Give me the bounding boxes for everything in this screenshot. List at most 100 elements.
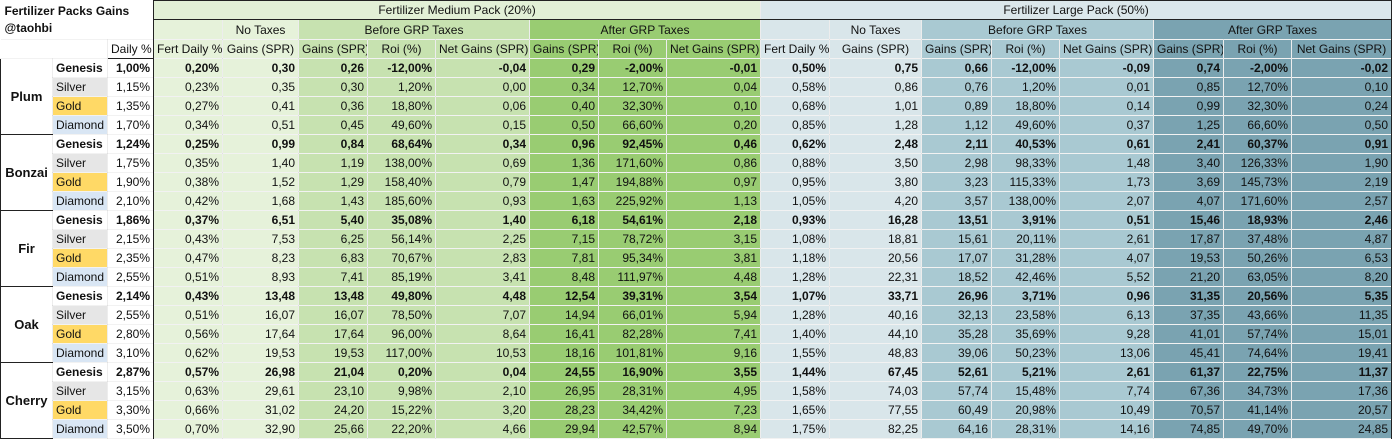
medium-cell: 7,81 [529, 248, 600, 268]
large-cell: 23,58% [991, 305, 1061, 325]
medium-cell: 29,94 [529, 419, 600, 439]
large-cell: 42,46% [991, 267, 1061, 287]
medium-cell: 0,51% [153, 305, 224, 325]
large-fert-daily-spacer [760, 19, 831, 40]
medium-cell: 185,60% [367, 191, 437, 211]
large-cell: 45,41 [1153, 343, 1225, 363]
large-cell: 1,28 [829, 115, 923, 135]
tier-label: Diamond [52, 343, 108, 363]
large-cell: 20,98% [991, 400, 1061, 420]
large-cell: 1,40% [760, 324, 831, 344]
tier-label: Genesis [52, 58, 108, 78]
medium-cell: 1,40 [222, 153, 300, 173]
medium-cell: 158,40% [367, 172, 437, 192]
large-cell: 11,35 [1291, 305, 1393, 325]
medium-cell: 0,51% [153, 267, 224, 287]
large-cell: 19,41 [1291, 343, 1393, 363]
medium-cell: 70,67% [367, 248, 437, 268]
col-header: Gains (SPR) [529, 39, 600, 59]
large-cell: 20,56 [829, 248, 923, 268]
large-cell: 32,13 [921, 305, 993, 325]
medium-cell: 82,28% [598, 324, 668, 344]
large-cell: 1,08% [760, 229, 831, 249]
large-cell: 8,20 [1291, 267, 1393, 287]
large-cell: 0,75 [829, 58, 923, 78]
medium-cell: 0,70% [153, 419, 224, 439]
medium-cell: 0,69 [435, 153, 531, 173]
medium-cell: 7,07 [435, 305, 531, 325]
large-cell: 40,16 [829, 305, 923, 325]
tier-label: Gold [52, 96, 108, 116]
medium-cell: 0,30 [222, 58, 300, 78]
large-cell: 2,46 [1291, 210, 1393, 230]
medium-cell: 16,07 [298, 305, 369, 325]
table-row: Diamond 3,10% 0,62% 19,53 19,53 117,00% 10,53 1… [1, 343, 1393, 363]
medium-cell: 7,41 [298, 267, 369, 287]
medium-cell: 0,43% [153, 286, 224, 306]
large-cell: 44,10 [829, 324, 923, 344]
tier-label: Genesis [52, 210, 108, 230]
large-cell: 19,53 [1153, 248, 1225, 268]
medium-cell: 85,19% [367, 267, 437, 287]
large-cell: 115,33% [991, 172, 1061, 192]
tier-label: Silver [52, 305, 108, 325]
medium-cell: 2,10 [435, 381, 531, 401]
large-cell: 98,33% [991, 153, 1061, 173]
medium-cell: 7,41 [666, 324, 762, 344]
medium-cell: 0,25% [153, 134, 224, 154]
medium-cell: 0,37% [153, 210, 224, 230]
medium-cell: 0,57% [153, 362, 224, 382]
medium-cell: 26,95 [529, 381, 600, 401]
medium-cell: 0,35 [222, 77, 300, 97]
large-cell: 82,25 [829, 419, 923, 439]
tier-label: Genesis [52, 362, 108, 382]
large-cell: -0,02 [1291, 58, 1393, 78]
large-cell: 1,20% [991, 77, 1061, 97]
table-row: Diamond 3,50% 0,70% 32,90 25,66 22,20% 4,66 29,… [1, 419, 1393, 439]
medium-cell: 19,53 [222, 343, 300, 363]
large-cell: 37,48% [1223, 229, 1293, 249]
large-after-header: After GRP Taxes [1153, 19, 1393, 40]
medium-cell: 29,61 [222, 381, 300, 401]
large-before-header: Before GRP Taxes [921, 19, 1155, 40]
medium-cell: -12,00% [367, 58, 437, 78]
medium-cell: 9,98% [367, 381, 437, 401]
medium-cell: 6,83 [298, 248, 369, 268]
medium-cell: 18,80% [367, 96, 437, 116]
medium-cell: 1,40 [435, 210, 531, 230]
tier-label: Silver [52, 381, 108, 401]
col-header: Gains (SPR) [829, 39, 923, 59]
medium-cell: 0,36 [298, 96, 369, 116]
medium-cell: 17,64 [222, 324, 300, 344]
large-cell: 0,51 [1059, 210, 1155, 230]
large-cell: -2,00% [1223, 58, 1293, 78]
medium-cell: 26,98 [222, 362, 300, 382]
large-cell: 0,85 [1153, 77, 1225, 97]
medium-cell: -0,04 [435, 58, 531, 78]
medium-cell: 56,14% [367, 229, 437, 249]
daily-header: Daily % [106, 39, 155, 59]
large-cell: 16,28 [829, 210, 923, 230]
tree-name: Plum [0, 58, 53, 135]
medium-after-header: After GRP Taxes [529, 19, 762, 40]
large-cell: 20,11% [991, 229, 1061, 249]
large-cell: 0,74 [1153, 58, 1225, 78]
daily-rate: 2,15% [107, 229, 155, 249]
medium-cell: 19,53 [298, 343, 369, 363]
medium-cell: 0,06 [435, 96, 531, 116]
medium-cell: 49,60% [367, 115, 437, 135]
tier-label: Gold [52, 248, 108, 268]
large-cell: 31,35 [1153, 286, 1225, 306]
medium-cell: 0,79 [435, 172, 531, 192]
large-cell: 28,31% [991, 419, 1061, 439]
medium-cell: 1,43 [298, 191, 369, 211]
large-cell: 18,80% [991, 96, 1061, 116]
large-cell: 0,50 [1291, 115, 1393, 135]
medium-cell: 0,27% [153, 96, 224, 116]
col-header: Fert Daily % [760, 39, 831, 59]
medium-cell: 0,62% [153, 343, 224, 363]
daily-rate: 2,80% [107, 324, 155, 344]
large-cell: 77,55 [829, 400, 923, 420]
table-row: Bonzai Genesis 1,24% 0,25% 0,99 0,84 68,64% 0,3… [0, 134, 1393, 211]
tier-label: Diamond [52, 267, 108, 287]
